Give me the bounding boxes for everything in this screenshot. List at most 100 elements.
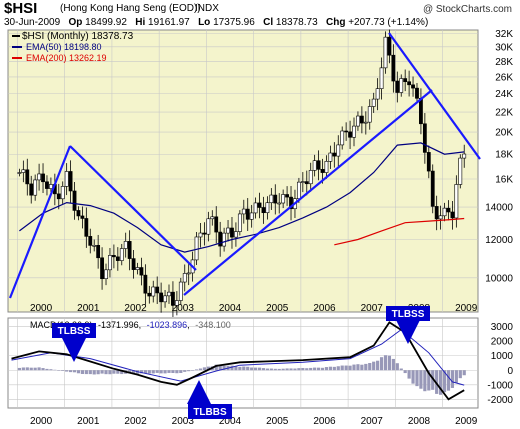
candle-body: [273, 194, 278, 204]
macd-hist-bar: [427, 370, 431, 391]
macd-hist-bar: [29, 367, 33, 371]
candle-body: [139, 267, 144, 276]
candle-body: [37, 173, 41, 181]
candle-body: [422, 123, 427, 153]
legend-ema50: EMA(50) 18198.80: [26, 42, 102, 52]
candle-body: [218, 231, 223, 247]
macd-legend-macd: -1371.996: [98, 320, 139, 330]
candle-body: [241, 208, 246, 215]
candle-body: [194, 236, 199, 261]
price-x-tick: 2003: [172, 303, 195, 314]
candle-body: [281, 194, 286, 204]
macd-hist-bar: [320, 367, 325, 371]
candle-body: [340, 130, 345, 146]
price-x-tick: 2006: [313, 303, 336, 314]
candle-body: [198, 232, 203, 238]
candle-body: [127, 241, 132, 259]
macd-hist-bar: [316, 367, 321, 371]
macd-hist-bar: [45, 368, 49, 371]
macd-hist-bar: [439, 370, 443, 395]
macd-hist-bar: [37, 367, 41, 371]
macd-hist-bar: [442, 370, 447, 393]
macd-x-tick: 2001: [77, 416, 100, 427]
candle-body: [320, 169, 325, 173]
candle-body: [245, 208, 250, 220]
candle-body: [458, 157, 463, 185]
candle-body: [230, 227, 234, 238]
candle-body: [426, 152, 431, 172]
macd-hist-bar: [458, 370, 462, 379]
macd-hist-bar: [33, 367, 37, 371]
macd-hist-bar: [84, 370, 88, 375]
candle-body: [159, 292, 164, 303]
candle-body: [359, 115, 364, 124]
candle-body: [182, 273, 187, 283]
macd-hist-bar: [253, 367, 258, 371]
macd-x-tick: 2000: [30, 416, 53, 427]
close-value: 18378.73: [275, 17, 318, 28]
macd-hist-bar: [61, 370, 65, 371]
annotation-label-2: TLBSS: [392, 309, 425, 320]
price-x-tick: 2001: [77, 303, 100, 314]
candle-body: [80, 215, 85, 219]
candle-body: [72, 190, 77, 211]
low-value: 17375.96: [213, 17, 255, 28]
candle-body: [308, 170, 313, 185]
candle-body: [395, 80, 400, 93]
candle-body: [202, 232, 207, 235]
macd-hist-bar: [80, 370, 84, 374]
candle-body: [96, 245, 101, 259]
candle-body: [344, 130, 349, 133]
candle-body: [68, 171, 73, 192]
price-y-tick: 10000: [485, 273, 513, 284]
macd-hist-bar: [289, 368, 293, 371]
candle-body: [92, 245, 97, 247]
macd-hist-bar: [120, 370, 124, 375]
candle-body: [316, 160, 321, 170]
price-legend: $HSI (Monthly) 18378.73 EMA(50) 18198.80…: [12, 31, 134, 63]
macd-hist-bar: [297, 368, 301, 371]
candle-body: [60, 186, 65, 200]
macd-hist-bar: [415, 370, 419, 387]
candle-body: [379, 67, 384, 89]
high-value: 19161.97: [148, 17, 190, 28]
macd-legend-signal: -1023.896: [147, 320, 188, 330]
macd-hist-bar: [72, 370, 77, 373]
macd-hist-bar: [419, 370, 423, 389]
candle-body: [285, 194, 289, 198]
trendline-bull-support: [183, 89, 433, 296]
candle-body: [151, 286, 156, 297]
candle-body: [434, 206, 439, 220]
candle-body: [104, 269, 108, 280]
macd-hist-bar: [76, 370, 81, 374]
close-label: Cl: [263, 17, 274, 28]
candle-body: [462, 153, 467, 159]
macd-hist-bar: [175, 370, 179, 374]
macd-hist-bar: [139, 370, 144, 374]
macd-hist-bar: [368, 363, 372, 371]
macd-hist-bar: [187, 370, 191, 372]
candle-body: [391, 54, 396, 82]
macd-hist-bar: [25, 367, 29, 371]
price-y-tick: 28K: [495, 57, 513, 68]
macd-hist-bar: [379, 357, 384, 371]
price-x-tick: 2002: [124, 303, 147, 314]
macd-hist-bar: [257, 367, 262, 371]
open-label: Op: [68, 17, 83, 28]
macd-y-tick: 1000: [491, 351, 514, 362]
candle-body: [234, 231, 238, 238]
open-value: 18499.92: [85, 17, 127, 28]
macd-hist-bar: [423, 370, 427, 392]
macd-hist-bar: [356, 364, 360, 371]
macd-hist-bar: [171, 370, 175, 373]
price-x-tick: 2000: [30, 303, 53, 314]
candle-body: [214, 216, 219, 233]
candle-body: [352, 125, 356, 138]
macd-hist-bar: [183, 370, 187, 372]
macd-hist-bar: [462, 370, 466, 376]
macd-signal-line: [11, 328, 465, 386]
annotation-label-1: TLBSS: [58, 326, 91, 337]
macd-hist-bar: [112, 370, 116, 374]
price-y-tick: 16K: [495, 175, 513, 186]
stockcharts-watermark: @ StockCharts.com: [422, 4, 512, 15]
